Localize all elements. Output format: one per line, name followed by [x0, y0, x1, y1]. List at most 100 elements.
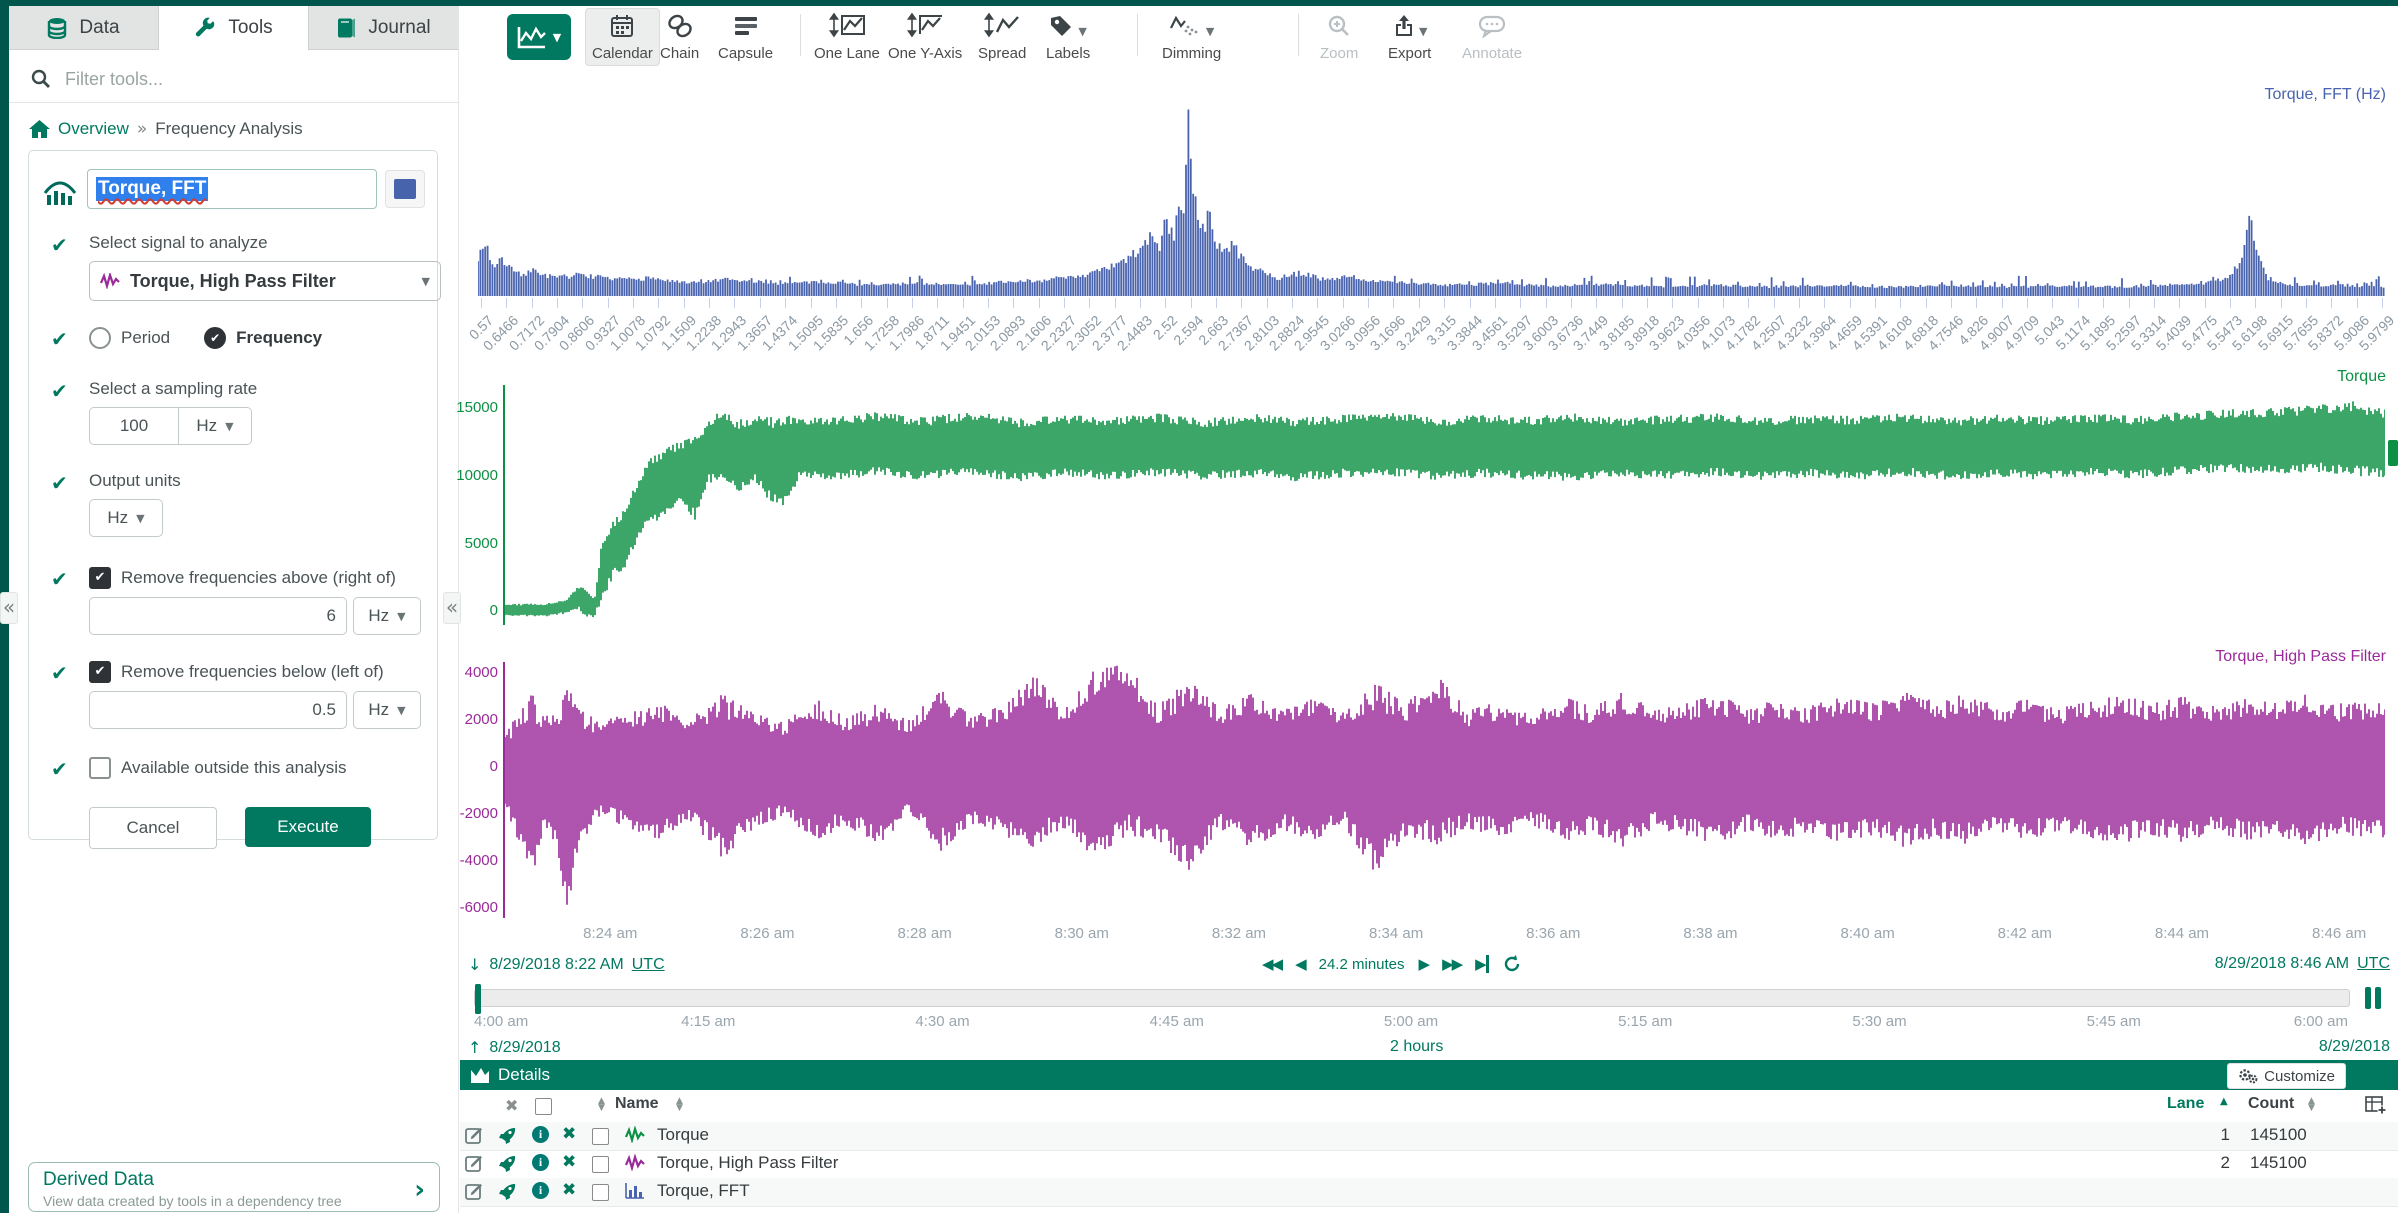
- column-lane[interactable]: Lane: [2167, 1095, 2205, 1112]
- derived-data-card[interactable]: Derived Data View data created by tools …: [28, 1162, 440, 1212]
- filter-tools-input[interactable]: Filter tools...: [65, 68, 164, 89]
- edit-icon[interactable]: [465, 1182, 484, 1206]
- row-name[interactable]: Torque: [657, 1125, 709, 1144]
- remove-icon[interactable]: ✖: [562, 1152, 577, 1172]
- fft-tool-icon: [43, 181, 77, 205]
- customize-button[interactable]: Customize: [2227, 1063, 2346, 1089]
- sort-asc-icon[interactable]: ▲: [2220, 1096, 2228, 1107]
- fft-plot[interactable]: [477, 100, 2385, 298]
- edit-icon[interactable]: [465, 1126, 484, 1150]
- step-forward-half-icon[interactable]: ▶: [1418, 955, 1430, 973]
- remove-icon[interactable]: ✖: [562, 1180, 577, 1200]
- investigate-duration[interactable]: 2 hours: [1390, 1038, 1444, 1055]
- legend-fft[interactable]: Torque, FFT (Hz): [2264, 86, 2387, 103]
- execute-button[interactable]: Execute: [245, 807, 371, 847]
- breadcrumb-overview[interactable]: Overview: [58, 119, 129, 138]
- row-checkbox[interactable]: [592, 1184, 609, 1201]
- torque-plot[interactable]: [504, 385, 2386, 625]
- info-icon[interactable]: i: [532, 1154, 549, 1171]
- tab-data[interactable]: Data: [9, 6, 159, 50]
- toolbar-button-chain[interactable]: Chain: [660, 12, 699, 62]
- column-name[interactable]: Name: [615, 1095, 659, 1112]
- toolbar-button-capsule[interactable]: Capsule: [718, 12, 773, 62]
- row-name[interactable]: Torque, High Pass Filter: [657, 1153, 839, 1172]
- row-name[interactable]: Torque, FFT: [657, 1181, 750, 1200]
- timezone-link[interactable]: UTC: [2357, 955, 2390, 972]
- timezone-link[interactable]: UTC: [631, 955, 665, 973]
- color-picker-button[interactable]: [385, 170, 425, 208]
- tab-tools[interactable]: Tools: [159, 6, 309, 50]
- sort-icon-name[interactable]: ▲ ▼: [676, 1096, 683, 1113]
- investigate-range-icon[interactable]: [2358, 985, 2388, 1011]
- one-y-axis-icon: [907, 12, 943, 38]
- tab-journal[interactable]: Journal: [309, 6, 458, 50]
- tab-tools-label: Tools: [228, 17, 273, 38]
- filter-tools-row[interactable]: Filter tools...: [9, 50, 458, 103]
- toolbar-button-one-lane[interactable]: One Lane: [814, 12, 880, 62]
- investigate-date-left[interactable]: ↑ 8/29/2018: [468, 1038, 561, 1057]
- edit-icon[interactable]: [465, 1154, 484, 1178]
- remove-below-unit-select[interactable]: Hz ▼: [353, 691, 421, 729]
- radio-period-control[interactable]: [89, 327, 111, 349]
- sort-icon-count[interactable]: ▲ ▼: [2308, 1096, 2315, 1113]
- remove-icon[interactable]: ✖: [562, 1124, 577, 1144]
- toolbar-button-calendar[interactable]: Calendar: [585, 8, 660, 66]
- display-range-start[interactable]: ↓ 8/29/2018 8:22 AM UTC: [468, 955, 665, 974]
- scrubber-track[interactable]: [474, 984, 2350, 1014]
- view-selector-button[interactable]: ▼: [507, 14, 571, 60]
- row-checkbox[interactable]: [592, 1156, 609, 1173]
- scrubber-handle-right[interactable]: [475, 984, 481, 1014]
- select-all-checkbox[interactable]: [535, 1098, 552, 1115]
- remove-above-unit-select[interactable]: Hz ▼: [353, 597, 421, 635]
- output-units-select[interactable]: Hz ▼: [89, 499, 163, 537]
- collapse-left-strip-button[interactable]: «: [0, 592, 18, 624]
- rocket-icon[interactable]: [498, 1126, 517, 1150]
- info-icon[interactable]: i: [532, 1182, 549, 1199]
- home-icon[interactable]: [29, 119, 50, 139]
- range-duration[interactable]: 24.2 minutes: [1318, 955, 1405, 973]
- info-icon[interactable]: i: [532, 1126, 549, 1143]
- fft-tick-mark: [1520, 298, 1522, 308]
- table-row[interactable]: i ✖ Torque, High Pass Filter 2 145100: [460, 1150, 2398, 1179]
- sampling-rate-input[interactable]: 100: [89, 407, 179, 445]
- remove-above-input[interactable]: 6: [89, 597, 347, 635]
- row-checkbox[interactable]: [592, 1128, 609, 1145]
- step-to-end-icon[interactable]: ▶: [1475, 955, 1489, 973]
- radio-period[interactable]: Period: [89, 327, 170, 349]
- toolbar-button-labels[interactable]: ▼ Labels: [1046, 12, 1090, 62]
- refresh-icon[interactable]: [1503, 955, 1521, 973]
- collapse-sidebar-button[interactable]: «: [443, 592, 461, 624]
- toolbar-button-dimming[interactable]: ▼ Dimming: [1162, 12, 1221, 62]
- step-back-full-icon[interactable]: ◀◀: [1262, 955, 1283, 973]
- investigate-date-right[interactable]: 8/29/2018: [2318, 1038, 2390, 1055]
- step-forward-full-icon[interactable]: ▶▶: [1442, 955, 1463, 973]
- toolbar-button-one-y-axis[interactable]: One Y-Axis: [888, 12, 962, 62]
- column-count[interactable]: Count: [2248, 1095, 2295, 1112]
- toolbar-button-spread[interactable]: Spread: [978, 12, 1026, 62]
- sampling-rate-unit-select[interactable]: Hz ▼: [179, 407, 252, 445]
- display-range-end[interactable]: 8/29/2018 8:46 AM UTC: [2214, 955, 2390, 972]
- table-row[interactable]: i ✖ Torque, FFT: [460, 1178, 2398, 1207]
- table-row[interactable]: i ✖ Torque 1 145100: [460, 1122, 2398, 1151]
- legend-hpf[interactable]: Torque, High Pass Filter: [2215, 648, 2386, 665]
- remove-below-input[interactable]: 0.5: [89, 691, 347, 729]
- hpf-plot[interactable]: [504, 662, 2386, 918]
- cancel-button[interactable]: Cancel: [89, 807, 217, 849]
- toolbar-button-export[interactable]: ▼ Export: [1388, 12, 1431, 62]
- signal-select[interactable]: Torque, High Pass Filter ▼: [89, 261, 441, 301]
- rocket-icon[interactable]: [498, 1154, 517, 1178]
- legend-torque[interactable]: Torque: [2337, 368, 2386, 385]
- add-column-icon[interactable]: [2365, 1095, 2387, 1115]
- remove-all-icon[interactable]: ✖: [505, 1096, 519, 1115]
- sort-icon-column[interactable]: ▲ ▼: [598, 1096, 605, 1113]
- radio-frequency[interactable]: ✔ Frequency: [204, 327, 322, 349]
- rocket-icon[interactable]: [498, 1182, 517, 1206]
- signal-green-icon: [624, 1125, 645, 1148]
- step-back-half-icon[interactable]: ◀: [1295, 955, 1306, 973]
- available-outside-checkbox[interactable]: [89, 757, 111, 779]
- radio-frequency-control[interactable]: ✔: [204, 327, 227, 349]
- analysis-name-input[interactable]: Torque, FFT: [87, 169, 377, 209]
- remove-below-checkbox[interactable]: ✔: [89, 661, 111, 683]
- lane-resize-handle[interactable]: [2388, 440, 2398, 466]
- remove-above-checkbox[interactable]: ✔: [89, 567, 111, 589]
